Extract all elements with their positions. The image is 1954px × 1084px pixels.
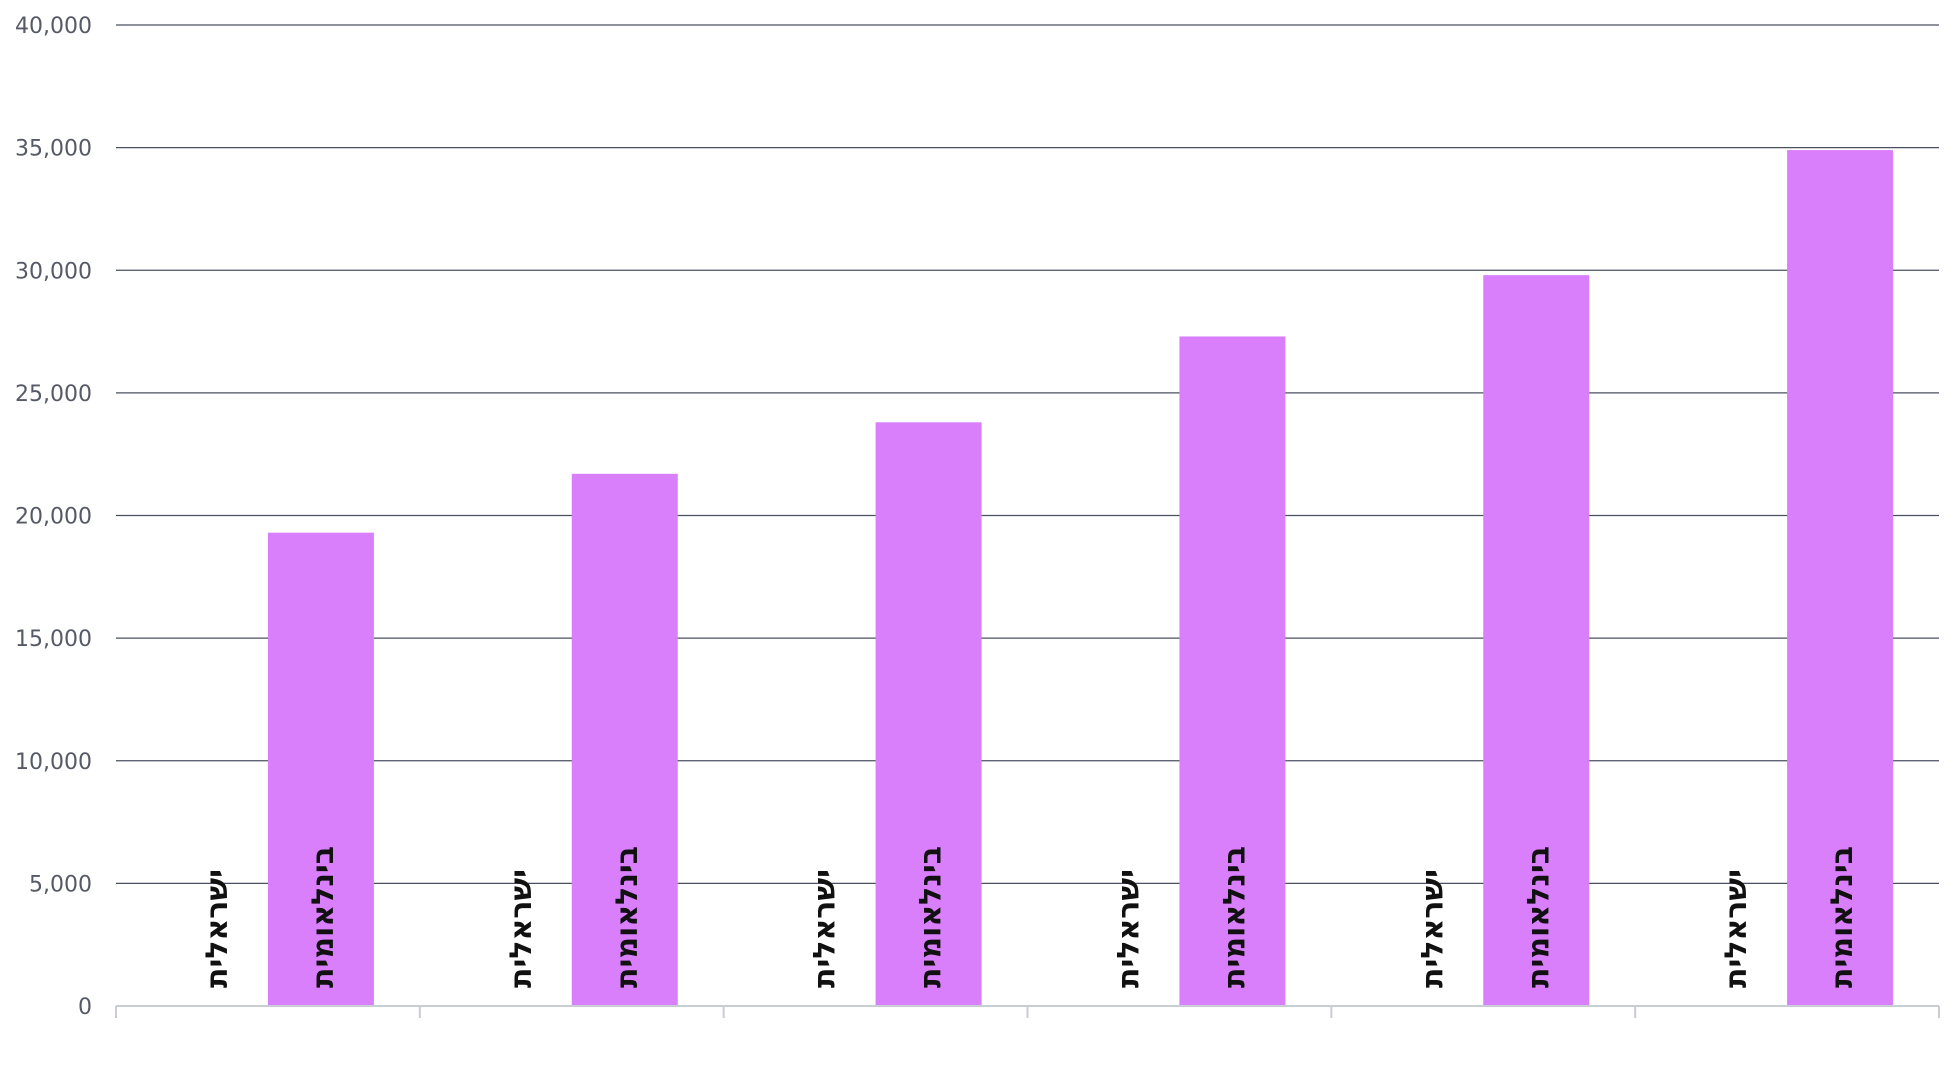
bar-label: בינלאומית [610,846,645,988]
y-tick-label: 10,000 [15,750,92,775]
bar-label: בינלאומית [1521,846,1556,988]
bar-label: בינלאומית [914,846,949,988]
bar [571,473,678,1006]
bar [1179,336,1286,1006]
y-tick-label: 15,000 [15,627,92,652]
bar-label: ישראלית [504,869,539,988]
bar-label: בינלאומית [1217,846,1252,988]
bar [875,422,982,1006]
bar [1483,275,1590,1006]
bar-labels: ישראלית ישראלית ישראלית ישראלית ישראלית ישראל… [200,846,1860,988]
bar [267,532,374,1006]
y-tick-label: 25,000 [15,382,92,407]
x-axis [115,1005,1940,1018]
y-tick-label: 0 [78,995,92,1020]
bar-label: בינלאומית [306,846,341,988]
y-tick-label: 20,000 [15,505,92,530]
bar-label: ישראלית [808,869,843,988]
y-tick-label: 30,000 [15,259,92,284]
bar-label: ישראלית [200,869,235,988]
bar-label: ישראלית [1415,869,1450,988]
y-tick-label: 40,000 [15,14,92,39]
bar [1787,150,1894,1006]
bars [267,150,1894,1006]
bar-label: ישראלית [1111,869,1146,988]
y-tick-label: 35,000 [15,137,92,162]
gridlines [116,24,1939,884]
bar-label: ישראלית [1719,869,1754,988]
bar-label: בינלאומית [1825,846,1860,988]
y-axis-ticks: 0 5,000 10,000 15,000 20,000 25,000 30,000 35,0… [15,14,92,1020]
y-tick-label: 5,000 [29,872,92,897]
